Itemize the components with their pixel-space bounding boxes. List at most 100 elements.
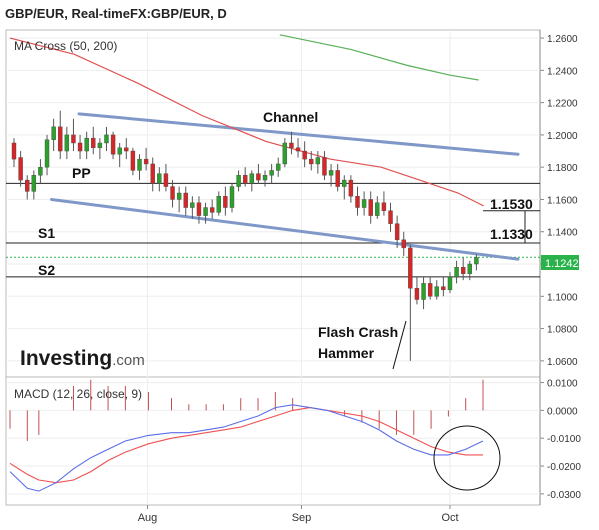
channel-lines bbox=[50, 112, 520, 261]
candle-body bbox=[295, 147, 301, 152]
watermark-logo: Investing.com bbox=[20, 347, 145, 370]
last-price-value: 1.1242 bbox=[545, 258, 579, 270]
macd-y-tick-label: -0.0200 bbox=[547, 462, 581, 473]
s1-label: S1 bbox=[38, 225, 55, 241]
target-2-label: 1.1330 bbox=[490, 226, 533, 242]
macd-y-axis: 0.0100 0.0000 -0.0100 -0.0200 -0.0300 bbox=[540, 379, 581, 501]
candle-body bbox=[170, 186, 175, 200]
price-y-axis: 1.06001.08001.10001.12001.14001.16001.18… bbox=[540, 34, 578, 368]
candle-body bbox=[18, 157, 23, 181]
candles bbox=[11, 110, 479, 361]
y-tick-label: 1.0800 bbox=[547, 325, 578, 336]
candle-body bbox=[322, 157, 327, 176]
candle-body bbox=[289, 142, 294, 149]
candle-body bbox=[157, 173, 162, 184]
channel-label: Channel bbox=[263, 109, 318, 125]
candle-body bbox=[269, 170, 274, 176]
candle-body bbox=[71, 134, 76, 144]
candle-body bbox=[381, 202, 387, 211]
x-tick-label: Oct bbox=[441, 512, 458, 524]
channel-lower-line bbox=[50, 197, 520, 261]
macd-grid bbox=[6, 382, 540, 495]
candle-body bbox=[302, 150, 307, 160]
candle-body bbox=[51, 126, 56, 140]
y-tick-label: 1.2200 bbox=[547, 99, 578, 110]
candle-body bbox=[229, 186, 235, 208]
s2-label: S2 bbox=[38, 262, 55, 278]
y-tick-label: 1.2600 bbox=[547, 34, 578, 45]
y-tick-label: 1.2000 bbox=[547, 131, 578, 142]
candle-body bbox=[38, 166, 43, 176]
candle-body bbox=[256, 173, 261, 181]
candle-body bbox=[427, 283, 433, 297]
x-tick-label: Aug bbox=[138, 512, 158, 524]
macd-y-tick-label: -0.0100 bbox=[547, 434, 581, 445]
candle-body bbox=[447, 276, 453, 291]
candle-body bbox=[421, 283, 426, 300]
ma200-line bbox=[279, 34, 479, 81]
candle-body bbox=[64, 134, 70, 152]
candle-body bbox=[375, 202, 380, 216]
candle-body bbox=[460, 267, 466, 274]
candle-body bbox=[355, 196, 360, 208]
candle-body bbox=[203, 207, 208, 216]
candle-body bbox=[163, 173, 169, 187]
candle-body bbox=[84, 137, 89, 152]
flash-crash-label-2: Hammer bbox=[318, 345, 375, 361]
candle-body bbox=[236, 175, 241, 187]
pivot-levels bbox=[6, 182, 540, 278]
flash-crash-pointer bbox=[392, 320, 407, 370]
y-tick-label: 1.2400 bbox=[547, 66, 578, 77]
last-price-badge bbox=[541, 255, 579, 270]
watermark-suffix: .com bbox=[112, 352, 145, 369]
candle-body bbox=[209, 207, 215, 213]
macd-y-tick-label: 0.0100 bbox=[547, 379, 578, 390]
candle-body bbox=[25, 179, 30, 192]
chart-title: GBP/EUR, Real-timeFX:GBP/EUR, D bbox=[5, 6, 227, 21]
candle-body bbox=[117, 147, 122, 155]
candle-body bbox=[130, 150, 136, 171]
candle-body bbox=[328, 170, 334, 176]
candle-body bbox=[176, 192, 182, 200]
macd-y-tick-label: 0.0000 bbox=[547, 406, 578, 417]
candle-body bbox=[434, 286, 439, 297]
macd-series bbox=[9, 379, 484, 492]
candle-body bbox=[190, 202, 195, 208]
candle-body bbox=[124, 147, 129, 152]
candle-body bbox=[414, 288, 420, 300]
macd-cross-circle bbox=[433, 425, 501, 491]
candle-body bbox=[454, 267, 459, 278]
candle-body bbox=[408, 247, 413, 289]
candle-body bbox=[216, 196, 221, 213]
candle-body bbox=[309, 158, 314, 165]
target-1-label: 1.1530 bbox=[490, 196, 533, 212]
candle-body bbox=[104, 134, 109, 144]
candle-body bbox=[91, 137, 96, 149]
candle-body bbox=[441, 286, 446, 291]
macd-signal-line bbox=[9, 407, 483, 484]
x-tick-label: Sep bbox=[292, 512, 312, 524]
x-axis: Aug Sep Oct bbox=[138, 505, 459, 524]
candle-body bbox=[467, 263, 472, 274]
candle-body bbox=[223, 196, 228, 208]
candle-body bbox=[474, 257, 479, 265]
candle-body bbox=[388, 210, 393, 224]
candle-body bbox=[137, 158, 142, 171]
ma-cross-label: MA Cross (50, 200) bbox=[14, 39, 117, 53]
watermark-text: Investing bbox=[20, 347, 112, 370]
candle-body bbox=[58, 126, 63, 152]
candle-body bbox=[77, 142, 83, 152]
candle-body bbox=[31, 175, 37, 192]
candle-body bbox=[315, 157, 321, 165]
candle-body bbox=[282, 142, 288, 165]
price-grid bbox=[6, 30, 540, 505]
y-tick-label: 1.1600 bbox=[547, 195, 578, 206]
candle-body bbox=[276, 163, 281, 171]
flash-crash-label-1: Flash Crash bbox=[318, 324, 398, 340]
candle-body bbox=[342, 179, 347, 187]
candle-body bbox=[242, 175, 248, 184]
candle-body bbox=[249, 173, 255, 184]
candle-body bbox=[368, 199, 373, 216]
candle-body bbox=[110, 134, 116, 155]
